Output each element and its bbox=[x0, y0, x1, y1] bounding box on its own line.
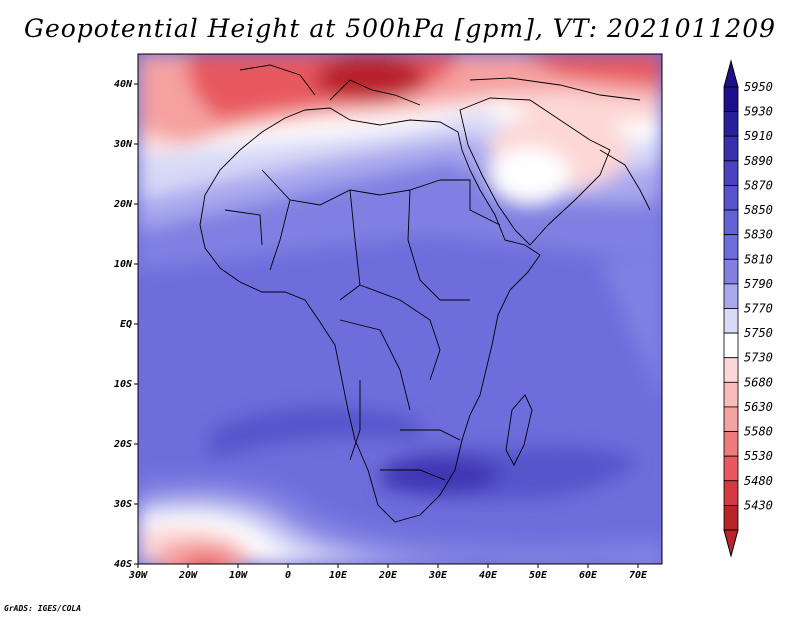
colorbar-swatch bbox=[723, 135, 739, 162]
colorbar: 5950 5930 5910 5890 5870 5850 5830 5810 5790 5770… bbox=[723, 59, 773, 558]
colorbar-swatch bbox=[723, 357, 739, 383]
colorbar-swatch bbox=[723, 209, 739, 236]
colorbar-label: 5910 bbox=[744, 129, 773, 143]
colorbar-swatch bbox=[723, 86, 739, 113]
colorbar-swatch bbox=[723, 504, 739, 531]
lon-tick-label: 30W bbox=[128, 570, 148, 581]
colorbar-bottom-arrow bbox=[723, 529, 739, 558]
colorbar-label: 5530 bbox=[744, 449, 773, 463]
grads-credit: GrADS: IGES/COLA bbox=[4, 604, 82, 613]
longitude-ticks: 30W 20W 10W 0 10E 20E 30E 40E 50E 60E 70E bbox=[128, 564, 648, 581]
colorbar-swatch bbox=[723, 234, 739, 260]
coastlines bbox=[199, 64, 651, 523]
lat-tick-label: 10N bbox=[114, 259, 133, 270]
lon-tick-label: 10E bbox=[329, 570, 348, 581]
lon-tick-label: 0 bbox=[285, 570, 291, 581]
colorbar-label: 5770 bbox=[744, 302, 773, 316]
height-field bbox=[138, 54, 662, 564]
latitude-ticks: 40N 30N 20N 10N EQ 10S 20S 30S 40S bbox=[113, 79, 138, 570]
colorbar-label: 5890 bbox=[744, 154, 773, 168]
lon-tick-label: 20E bbox=[378, 570, 398, 581]
lon-tick-label: 50E bbox=[529, 570, 548, 581]
lat-tick-label: 40N bbox=[114, 79, 133, 90]
colorbar-label: 5810 bbox=[744, 252, 773, 266]
lon-tick-label: 20W bbox=[178, 570, 198, 581]
lon-tick-label: 60E bbox=[579, 570, 598, 581]
colorbar-label: 5630 bbox=[744, 400, 773, 414]
colorbar-label: 5830 bbox=[744, 228, 773, 242]
colorbar-label: 5930 bbox=[744, 105, 773, 119]
lat-tick-label: EQ bbox=[120, 319, 132, 330]
lat-tick-label: 40S bbox=[114, 559, 132, 570]
colorbar-swatch bbox=[723, 381, 739, 408]
colorbar-label: 5480 bbox=[744, 474, 773, 488]
colorbar-swatch bbox=[723, 258, 739, 285]
colorbar-label: 5430 bbox=[744, 498, 773, 512]
lat-tick-label: 20S bbox=[113, 439, 132, 450]
colorbar-label: 5680 bbox=[744, 375, 773, 389]
colorbar-label: 5790 bbox=[744, 277, 773, 291]
colorbar-swatch bbox=[723, 332, 739, 359]
colorbar-label: 5850 bbox=[744, 203, 773, 217]
plot-frame bbox=[137, 53, 663, 565]
lon-tick-label: 10W bbox=[229, 570, 248, 581]
colorbar-swatch bbox=[723, 160, 739, 186]
colorbar-label: 5730 bbox=[744, 351, 773, 365]
colorbar-label: 5580 bbox=[744, 425, 773, 439]
lat-tick-label: 30N bbox=[113, 139, 133, 150]
colorbar-swatch bbox=[723, 480, 739, 506]
colorbar-swatch bbox=[723, 283, 739, 309]
lon-tick-label: 40E bbox=[479, 570, 498, 581]
colorbar-label: 5950 bbox=[744, 80, 773, 94]
colorbar-swatch bbox=[723, 406, 739, 432]
colorbar-top-arrow bbox=[723, 59, 739, 88]
colorbar-label: 5750 bbox=[744, 326, 773, 340]
lat-tick-label: 20N bbox=[113, 199, 133, 210]
colorbar-label: 5870 bbox=[744, 178, 773, 192]
colorbar-swatch bbox=[723, 308, 739, 334]
colorbar-swatch bbox=[723, 431, 739, 457]
lat-tick-label: 30S bbox=[113, 499, 132, 510]
colorbar-swatch bbox=[723, 185, 739, 211]
lat-tick-label: 10S bbox=[114, 379, 132, 390]
map-title: Geopotential Height at 500hPa [gpm], VT:… bbox=[23, 14, 777, 43]
lon-tick-label: 30E bbox=[428, 570, 448, 581]
colorbar-swatch bbox=[723, 111, 739, 137]
lon-tick-label: 70E bbox=[629, 570, 648, 581]
colorbar-swatch bbox=[723, 455, 739, 482]
